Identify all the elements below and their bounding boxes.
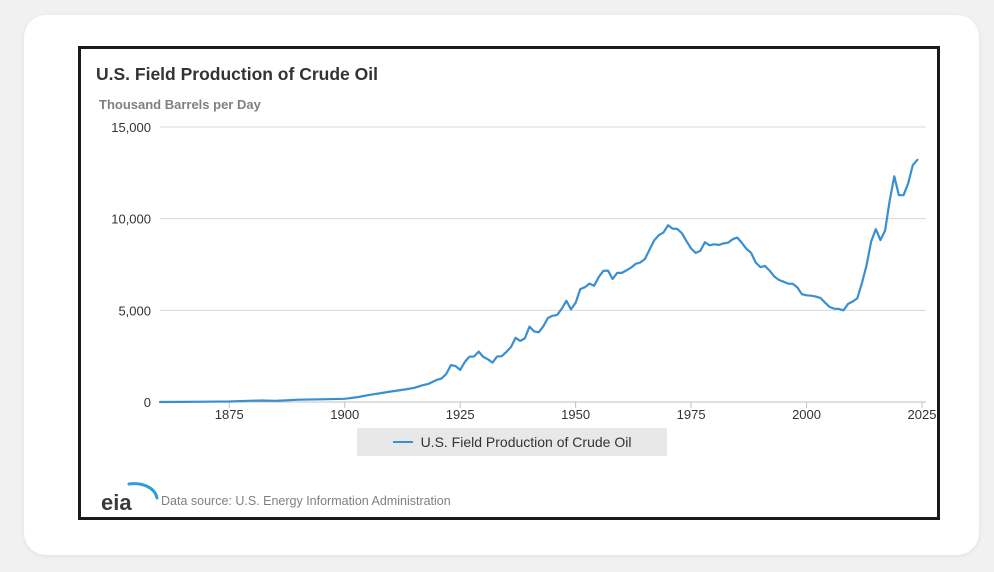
eia-logo-text: eia [101, 490, 132, 514]
x-tick-label: 1950 [561, 407, 590, 422]
series-line [158, 158, 919, 404]
legend-line-swatch [392, 441, 413, 443]
x-tick-label: 1900 [330, 407, 359, 422]
chart-title: U.S. Field Production of Crude Oil [96, 64, 378, 84]
y-tick-label: 15,000 [111, 120, 151, 135]
x-tick-label: 2025 [908, 407, 937, 422]
x-tick-label: 1875 [215, 407, 244, 422]
y-tick-label: 5,000 [118, 303, 151, 318]
y-tick-label: 0 [144, 395, 151, 410]
data-source-note: Data source: U.S. Energy Information Adm… [161, 494, 451, 508]
x-tick-label: 1925 [446, 407, 475, 422]
y-tick-label: 10,000 [111, 212, 151, 227]
series-layer [158, 158, 919, 404]
y-axis-label: Thousand Barrels per Day [99, 97, 261, 112]
x-tick-label: 1975 [677, 407, 706, 422]
legend-label: U.S. Field Production of Crude Oil [420, 434, 632, 450]
eia-logo: eia [101, 482, 159, 514]
legend[interactable]: U.S. Field Production of Crude Oil [357, 428, 667, 456]
axes: 0 5,000 10,000 15,000 1875 1900 1925 1950 1975 20… [111, 120, 936, 422]
grid-lines [160, 126, 926, 311]
x-tick-label: 2000 [792, 407, 821, 422]
